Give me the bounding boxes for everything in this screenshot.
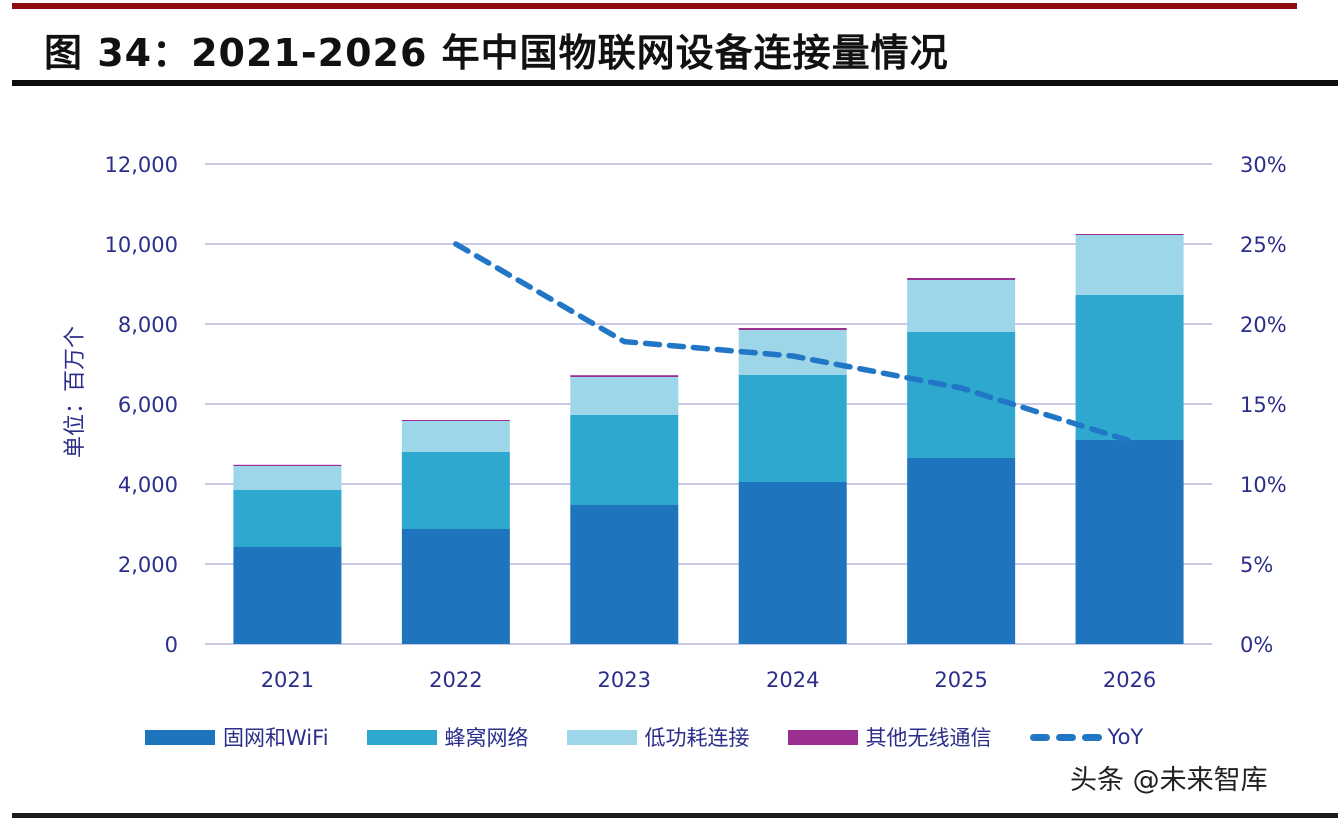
- y2-tick-label: 15%: [1240, 393, 1287, 417]
- y-tick-label: 6,000: [118, 393, 178, 417]
- bar-segment-cellular: [401, 452, 510, 529]
- yoy-line-group: [453, 241, 1133, 444]
- gridlines: [205, 163, 1212, 645]
- legend-label: 蜂窝网络: [444, 726, 529, 750]
- bar-segment-other_wireless: [570, 375, 679, 377]
- x-tick-label: 2021: [261, 668, 314, 692]
- legend: 固网和WiFi 蜂窝网络 低功耗连接 其他无线通信 YoY: [145, 722, 1181, 752]
- y2-tick-label: 5%: [1240, 553, 1273, 577]
- legend-label: YoY: [1107, 725, 1144, 749]
- bar-segment-fixed_wifi: [570, 505, 679, 644]
- title-rule: [12, 80, 1338, 86]
- legend-swatch: [145, 729, 215, 745]
- figure-title: 图 34：2021-2026 年中国物联网设备连接量情况: [44, 31, 949, 75]
- bar-segment-fixed_wifi: [401, 529, 510, 644]
- bar-segment-other_wireless: [907, 278, 1016, 280]
- y-tick-label: 12,000: [105, 153, 178, 177]
- watermark: 头条 @未来智库: [1070, 765, 1268, 796]
- legend-label: 固网和WiFi: [223, 726, 329, 750]
- y-axis-right: 0% 5% 10% 15% 20% 25% 30%: [1240, 153, 1287, 657]
- y2-tick-label: 30%: [1240, 153, 1287, 177]
- bar-segment-other_wireless: [401, 420, 510, 421]
- bar-segment-lpwa: [907, 280, 1016, 332]
- y2-tick-label: 0%: [1240, 633, 1273, 657]
- legend-label: 其他无线通信: [865, 726, 992, 750]
- y-tick-label: 8,000: [118, 313, 178, 337]
- bar-segment-fixed_wifi: [233, 547, 342, 644]
- legend-dash: [1029, 733, 1050, 741]
- bar-segment-other_wireless: [1075, 234, 1184, 235]
- x-tick-label: 2024: [766, 668, 819, 692]
- y2-tick-label: 25%: [1240, 233, 1287, 257]
- bar-segment-other_wireless: [233, 464, 342, 466]
- x-tick-label: 2023: [598, 668, 651, 692]
- bars: [233, 234, 1184, 644]
- bar-segment-cellular: [570, 415, 679, 505]
- legend-dash: [1081, 733, 1102, 741]
- x-tick-label: 2026: [1103, 668, 1156, 692]
- bar-segment-other_wireless: [738, 328, 847, 330]
- bar-segment-cellular: [233, 490, 342, 547]
- x-tick-label: 2025: [934, 668, 987, 692]
- y-axis-label: 单位：百万个: [63, 326, 88, 458]
- bar-segment-lpwa: [570, 377, 679, 415]
- legend-item-other_wireless: 其他无线通信: [787, 722, 992, 752]
- bar-segment-cellular: [738, 375, 847, 482]
- legend-item-cellular: 蜂窝网络: [366, 722, 529, 752]
- bar-segment-cellular: [1075, 295, 1184, 440]
- x-tick-label: 2022: [429, 668, 482, 692]
- y2-tick-label: 20%: [1240, 313, 1287, 337]
- top-rule: [12, 3, 1297, 9]
- y-tick-label: 2,000: [118, 553, 178, 577]
- y-axis-left: 0 2,000 4,000 6,000 8,000 10,000 12,000: [105, 153, 178, 657]
- legend-item-lpwa: 低功耗连接: [566, 722, 750, 752]
- legend-swatch: [366, 729, 437, 745]
- y-tick-label: 10,000: [105, 233, 178, 257]
- x-axis: 2021 2022 2023 2024 2025 2026: [261, 668, 1157, 692]
- legend-dash: [1055, 733, 1076, 741]
- bar-segment-lpwa: [233, 466, 342, 490]
- bar-segment-lpwa: [401, 421, 510, 452]
- bar-segment-lpwa: [1075, 235, 1184, 295]
- bottom-rule: [12, 813, 1338, 818]
- legend-item-fixed_wifi: 固网和WiFi: [145, 722, 329, 752]
- y-tick-label: 0: [165, 633, 178, 657]
- legend-swatch: [566, 729, 637, 745]
- legend-swatch: [787, 729, 858, 745]
- legend-swatch: [1029, 730, 1102, 745]
- bar-segment-fixed_wifi: [1075, 440, 1184, 644]
- legend-item-yoy: YoY: [1029, 725, 1144, 749]
- bar-segment-fixed_wifi: [907, 458, 1016, 644]
- bar-segment-fixed_wifi: [738, 482, 847, 644]
- legend-label: 低功耗连接: [644, 726, 750, 750]
- y-tick-label: 4,000: [118, 473, 178, 497]
- y2-tick-label: 10%: [1240, 473, 1287, 497]
- bar-segment-cellular: [907, 332, 1016, 458]
